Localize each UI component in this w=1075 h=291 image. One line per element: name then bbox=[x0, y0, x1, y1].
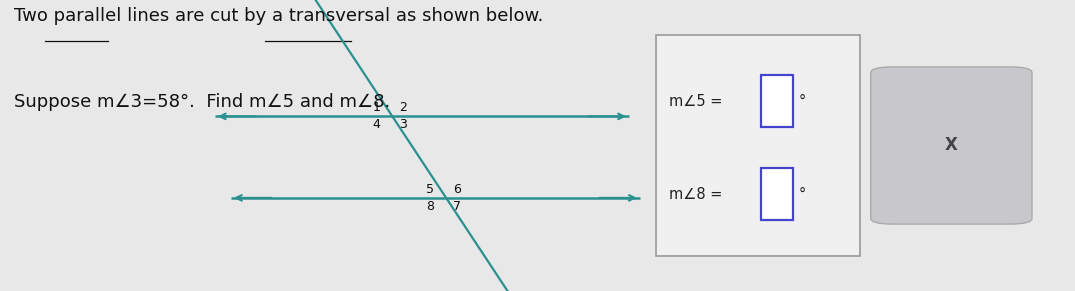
Text: 2: 2 bbox=[400, 102, 407, 114]
FancyBboxPatch shape bbox=[761, 168, 793, 220]
FancyBboxPatch shape bbox=[761, 75, 793, 127]
Text: 4: 4 bbox=[373, 118, 381, 131]
Text: 6: 6 bbox=[454, 183, 461, 196]
Text: 3: 3 bbox=[400, 118, 407, 131]
FancyBboxPatch shape bbox=[871, 67, 1032, 224]
Text: °: ° bbox=[799, 187, 806, 202]
Text: 7: 7 bbox=[454, 200, 461, 213]
Text: 5: 5 bbox=[427, 183, 434, 196]
Text: Two parallel lines are cut by a transversal as shown below.: Two parallel lines are cut by a transver… bbox=[14, 7, 543, 25]
Text: m∠8 =: m∠8 = bbox=[669, 187, 727, 202]
Text: 1: 1 bbox=[373, 102, 381, 114]
Text: 8: 8 bbox=[427, 200, 434, 213]
Text: m∠5 =: m∠5 = bbox=[669, 94, 727, 109]
Text: X: X bbox=[945, 136, 958, 155]
Text: Suppose m∠3=58°.  Find m∠5 and m∠8.: Suppose m∠3=58°. Find m∠5 and m∠8. bbox=[14, 93, 390, 111]
FancyBboxPatch shape bbox=[656, 35, 860, 256]
Text: °: ° bbox=[799, 94, 806, 109]
